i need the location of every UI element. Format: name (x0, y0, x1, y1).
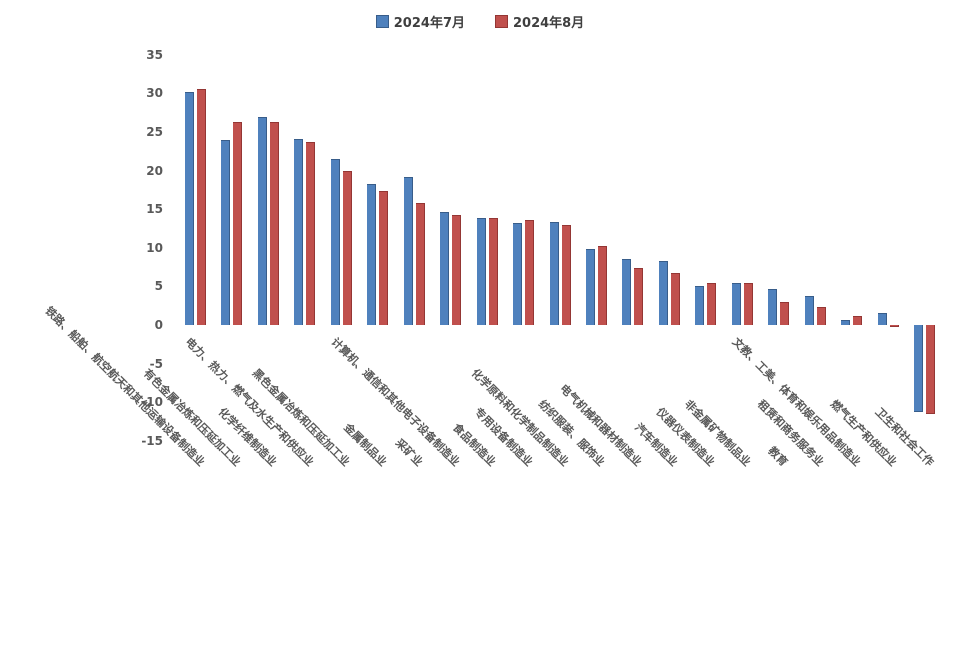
bar-jul (585, 248, 595, 325)
y-axis-tick-label: 10 (146, 240, 163, 255)
bar-aug (561, 225, 571, 325)
x-axis-category-label: 教育 (765, 444, 790, 469)
bar-jul (330, 159, 340, 325)
y-axis-tick-label: 30 (146, 86, 163, 101)
chart-legend: 2024年7月 2024年8月 (0, 12, 960, 31)
bar-aug (926, 325, 935, 414)
legend-swatch-icon (375, 15, 389, 28)
y-axis-tick-label: 20 (146, 163, 163, 178)
legend-label: 2024年7月 (393, 16, 465, 31)
bar-jul (622, 258, 632, 325)
bar-jul (221, 139, 231, 325)
bar-aug (269, 121, 279, 325)
bar-aug (780, 301, 790, 325)
y-axis-tick-label: -10 (141, 395, 163, 410)
bar-jul (513, 223, 523, 325)
bar-jul (658, 260, 668, 325)
bar-aug (197, 88, 206, 325)
bar-jul (185, 91, 194, 325)
bar-jul (476, 217, 486, 325)
bar-jul (914, 325, 923, 413)
bar-jul (367, 183, 377, 325)
bar-aug (707, 282, 717, 325)
bar-jul (877, 312, 887, 325)
x-axis-category-label: 采矿业 (392, 436, 426, 469)
bar-jul (440, 212, 450, 325)
bar-jul (804, 296, 814, 325)
bar-jul (768, 288, 778, 325)
bar-aug (853, 315, 863, 325)
bar-aug (488, 217, 498, 325)
y-axis-tick-label: 5 (154, 279, 163, 294)
bar-aug (452, 215, 462, 325)
bar-aug (889, 325, 899, 327)
bar-aug (816, 307, 826, 325)
bar-aug (525, 220, 535, 325)
bar-jul (294, 138, 304, 325)
y-axis-tick-label: 0 (154, 318, 163, 332)
bar-aug (415, 203, 425, 325)
y-axis-tick-label: -5 (149, 356, 163, 371)
legend-label: 2024年8月 (513, 16, 585, 31)
bar-aug (634, 267, 644, 325)
bar-jul (695, 285, 705, 325)
bar-jul (841, 319, 851, 325)
bar-aug (379, 190, 389, 325)
bar-aug (233, 121, 243, 325)
legend-item-aug: 2024年8月 (495, 12, 584, 31)
bar-aug (342, 170, 352, 325)
y-axis-tick-label: 35 (146, 47, 163, 62)
bar-aug (597, 246, 607, 325)
bar-aug (306, 142, 316, 325)
y-axis-tick-label: 25 (146, 125, 163, 139)
bar-jul (731, 283, 741, 325)
bar-aug (743, 283, 753, 325)
bar-jul (403, 176, 413, 325)
bar-jul (257, 116, 267, 325)
bar-jul (549, 222, 559, 325)
y-axis-tick-label: 15 (146, 202, 163, 217)
legend-swatch-icon (495, 15, 508, 28)
legend-item-jul: 2024年7月 (375, 12, 465, 31)
y-axis-tick-label: -15 (141, 433, 163, 448)
bar-aug (670, 272, 680, 325)
